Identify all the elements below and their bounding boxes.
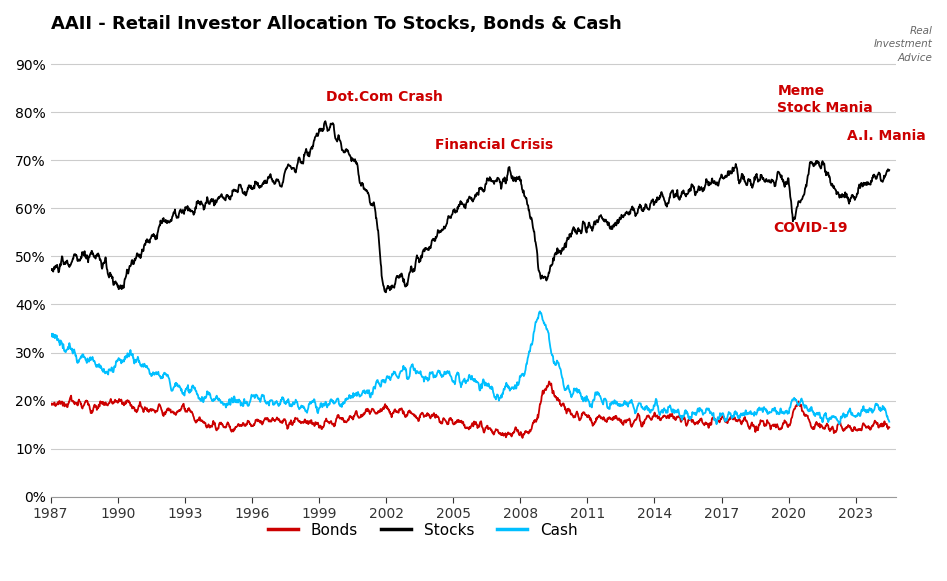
Text: AAII - Retail Investor Allocation To Stocks, Bonds & Cash: AAII - Retail Investor Allocation To Sto… — [50, 15, 621, 33]
Text: A.I. Mania: A.I. Mania — [847, 130, 925, 144]
Text: Financial Crisis: Financial Crisis — [436, 138, 553, 152]
Text: Dot.Com Crash: Dot.Com Crash — [326, 90, 442, 104]
Text: COVID-19: COVID-19 — [773, 221, 848, 235]
Text: Meme
Stock Mania: Meme Stock Mania — [777, 84, 873, 114]
Legend: Bonds, Stocks, Cash: Bonds, Stocks, Cash — [261, 517, 583, 544]
Text: Real
Investment
Advice: Real Investment Advice — [874, 26, 933, 63]
